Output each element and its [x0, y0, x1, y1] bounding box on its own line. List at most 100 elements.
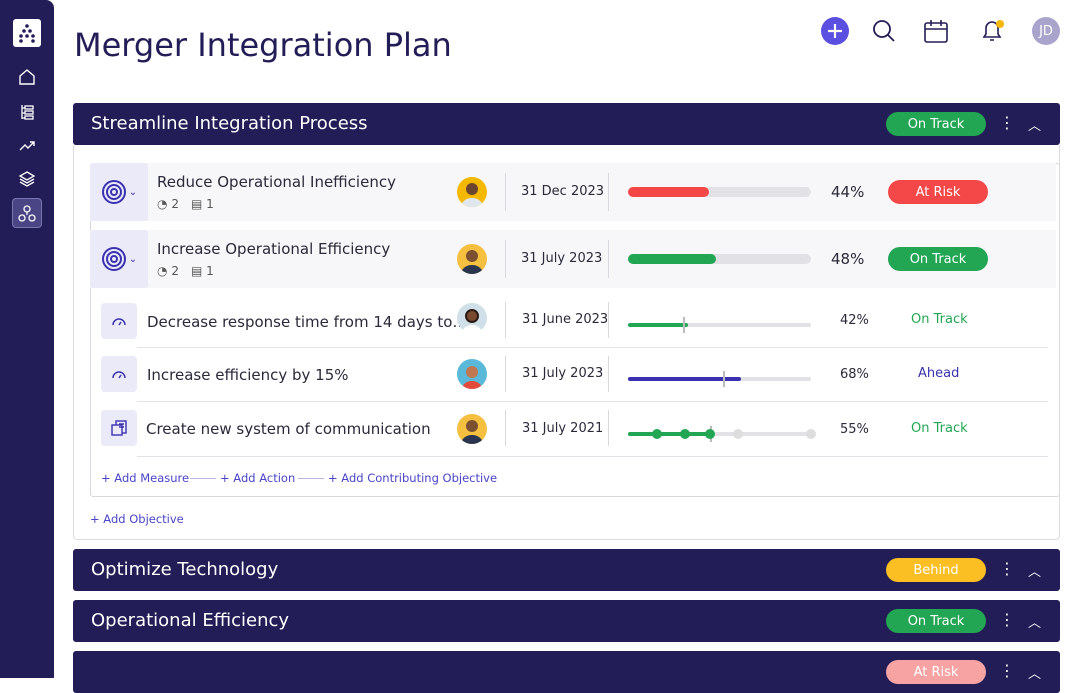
chevron-up-icon[interactable]: ︿ [1028, 616, 1042, 631]
add-icon[interactable] [821, 17, 849, 45]
progress-bar [628, 371, 811, 387]
progress-percent: 55% [840, 422, 869, 437]
divider [608, 302, 609, 338]
progress-fill [628, 377, 742, 381]
section-header[interactable]: Operational Efficiency On Track ⋮ ︿ [73, 600, 1060, 642]
target-marker [682, 317, 685, 333]
add-action-link[interactable]: + Add Action [220, 471, 296, 485]
progress-fill [628, 432, 711, 436]
milestone-dot [679, 429, 690, 439]
layers-icon[interactable] [12, 164, 42, 194]
more-options-icon[interactable]: ⋮ [999, 661, 1015, 680]
measure-row[interactable] [137, 348, 1048, 402]
owner-avatar[interactable] [457, 244, 487, 274]
add-measure-link[interactable]: + Add Measure [101, 471, 190, 485]
progress-bar [628, 187, 811, 197]
measure-count: ◔ 2 [157, 264, 179, 278]
measure-count-value: 2 [171, 264, 179, 278]
due-date: 31 July 2023 [522, 366, 604, 381]
section-title: Optimize Technology [91, 559, 279, 580]
divider [505, 240, 506, 278]
status-badge: At Risk [886, 660, 986, 684]
divider [505, 173, 506, 211]
more-options-icon[interactable]: ⋮ [999, 610, 1015, 629]
chevron-down-icon: ⌄ [128, 253, 138, 265]
target-marker [723, 371, 726, 387]
chevron-up-icon[interactable]: ︿ [1028, 667, 1042, 682]
progress-percent: 48% [831, 250, 865, 268]
objective-title: Increase Operational Efficiency [157, 240, 391, 258]
more-options-icon[interactable]: ⋮ [999, 113, 1015, 132]
milestone-dot [652, 429, 663, 439]
milestone-progress-bar [628, 426, 816, 442]
divider [505, 356, 506, 392]
action-row[interactable] [137, 402, 1048, 457]
progress-bar [628, 317, 811, 333]
action-count-value: 1 [206, 197, 214, 211]
chevron-down-icon: ⌄ [128, 186, 138, 198]
owner-avatar[interactable] [457, 303, 487, 333]
network-icon[interactable] [12, 198, 42, 228]
trending-up-icon[interactable] [12, 130, 42, 160]
action-count-value: 1 [206, 264, 214, 278]
hierarchy-icon[interactable] [12, 97, 42, 127]
action-title: Create new system of communication [146, 420, 431, 438]
status-text: On Track [911, 312, 968, 327]
user-avatar[interactable]: JD [1032, 17, 1060, 45]
milestone-dot [806, 429, 816, 439]
section-title: Operational Efficiency [91, 610, 290, 631]
divider [190, 478, 216, 479]
progress-percent: 44% [831, 183, 865, 201]
status-badge: Behind [886, 558, 986, 582]
milestone-dot [705, 429, 716, 439]
section-header[interactable]: Streamline Integration Process On Track … [73, 103, 1060, 145]
status-badge: On Track [888, 247, 988, 271]
due-date: 31 July 2021 [522, 421, 604, 436]
gauge-icon: ◔ [157, 264, 168, 278]
measure-count-value: 2 [171, 197, 179, 211]
divider [298, 478, 324, 479]
divider [608, 173, 609, 211]
objective-row[interactable]: ⌄ Reduce Operational Inefficiency ◔ 2 ▤ 1… [90, 163, 1056, 221]
owner-avatar[interactable] [457, 414, 487, 444]
progress-percent: 68% [840, 367, 869, 382]
target-icon[interactable]: ⌄ [90, 230, 148, 288]
chevron-up-icon[interactable]: ︿ [1028, 119, 1042, 134]
owner-avatar[interactable] [457, 359, 487, 389]
home-icon[interactable] [12, 62, 42, 92]
progress-fill [628, 323, 689, 327]
calendar-icon[interactable] [922, 17, 950, 45]
action-count: ▤ 1 [191, 197, 214, 211]
search-icon[interactable] [870, 17, 898, 45]
document-icon: ▤ [190, 197, 203, 211]
progress-fill [628, 254, 716, 264]
owner-avatar[interactable] [457, 177, 487, 207]
measure-row[interactable] [137, 293, 1048, 348]
gauge-icon: ◔ [157, 197, 168, 211]
progress-percent: 42% [840, 313, 869, 328]
more-options-icon[interactable]: ⋮ [999, 559, 1015, 578]
progress-fill [628, 187, 709, 197]
section-title: Streamline Integration Process [91, 113, 368, 134]
action-count: ▤ 1 [191, 264, 214, 278]
objective-row[interactable]: ⌄ Increase Operational Efficiency ◔ 2 ▤ 1… [90, 230, 1056, 288]
target-icon[interactable]: ⌄ [90, 163, 148, 221]
add-objective-link[interactable]: + Add Objective [90, 512, 184, 526]
measure-title: Decrease response time from 14 days to… [147, 313, 468, 331]
due-date: 31 June 2023 [522, 312, 609, 327]
bell-icon[interactable] [978, 17, 1006, 45]
chevron-up-icon[interactable]: ︿ [1028, 565, 1042, 580]
page-title: Merger Integration Plan [74, 26, 452, 64]
add-contributing-objective-link[interactable]: + Add Contributing Objective [328, 471, 498, 485]
divider [608, 240, 609, 278]
measure-title: Increase efficiency by 15% [147, 366, 349, 384]
measure-count: ◔ 2 [157, 197, 179, 211]
document-icon: ▤ [190, 264, 203, 278]
section-header[interactable]: At Risk ⋮ ︿ [73, 651, 1060, 693]
app-logo[interactable] [13, 19, 41, 47]
status-badge: On Track [886, 609, 986, 633]
milestone-dot [732, 429, 743, 439]
status-text: Ahead [918, 366, 960, 381]
section-header[interactable]: Optimize Technology Behind ⋮ ︿ [73, 549, 1060, 591]
sidebar [0, 0, 54, 678]
